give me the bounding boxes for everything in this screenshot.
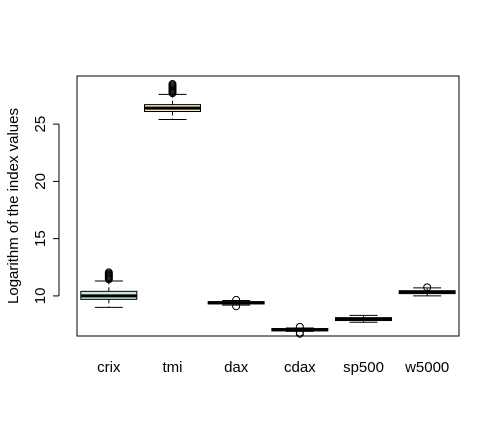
x-tick-label: crix <box>97 359 121 376</box>
plot-frame <box>76 75 460 337</box>
box-tmi <box>144 80 201 121</box>
boxes <box>80 80 456 338</box>
outlier-point <box>168 80 177 89</box>
outlier-point <box>295 329 304 338</box>
box-sp500 <box>335 314 392 323</box>
x-tick-label: cdax <box>284 359 316 376</box>
outlier-point <box>104 268 113 277</box>
y-axis-title: Logarithm of the index values <box>5 108 22 304</box>
y-tick-label: 20 <box>32 173 49 190</box>
x-tick-label: sp500 <box>343 359 384 376</box>
outlier-point <box>232 302 241 311</box>
x-tick-label: dax <box>224 359 249 376</box>
outlier-point <box>423 283 432 292</box>
box-crix <box>80 268 138 308</box>
x-axis: crix tmi dax cdax sp500 w5000 <box>97 359 449 376</box>
x-tick-label: tmi <box>163 359 183 376</box>
y-axis: 10 15 20 25 <box>32 116 60 305</box>
y-tick-label: 10 <box>32 288 49 305</box>
y-tick-label: 25 <box>32 116 49 133</box>
box-cdax <box>271 322 329 338</box>
x-tick-label: w5000 <box>404 359 449 376</box>
box-w5000 <box>398 283 456 297</box>
y-tick-label: 15 <box>32 230 49 247</box>
outlier-point <box>232 295 241 304</box>
box-dax <box>207 295 265 311</box>
